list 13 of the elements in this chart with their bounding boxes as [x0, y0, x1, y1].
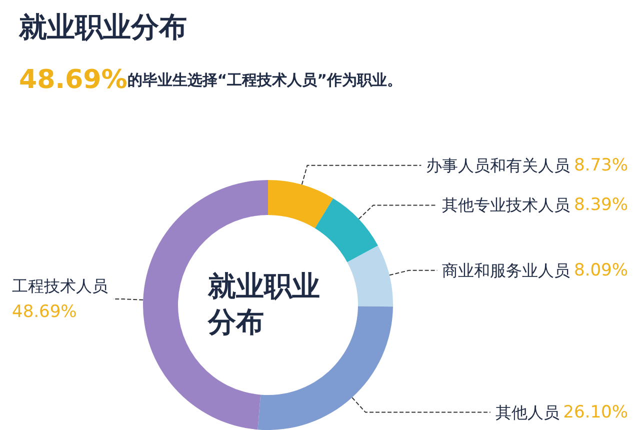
slice-label: 工程技术人员 [12, 276, 108, 296]
slice-label: 办事人员和有关人员 [426, 156, 570, 175]
slice-label: 其他人员 [495, 402, 560, 422]
chart-title: 就业职业分布 [18, 10, 187, 44]
data-label: 26.10% [563, 402, 628, 422]
data-label: 8.39% [574, 195, 628, 216]
text: 就业职业分布 [207, 270, 320, 338]
data-label: 48.69% [12, 302, 77, 322]
chart-subtitle: 48.69%的毕业生选择“工程技术人员”作为职业。 [19, 65, 402, 95]
slice-label: 商业和服务业人员 [442, 260, 570, 280]
slice-label: 其他专业技术人员 [442, 196, 570, 215]
data-label: 8.73% [574, 155, 628, 176]
data-label: 8.09% [574, 260, 628, 280]
